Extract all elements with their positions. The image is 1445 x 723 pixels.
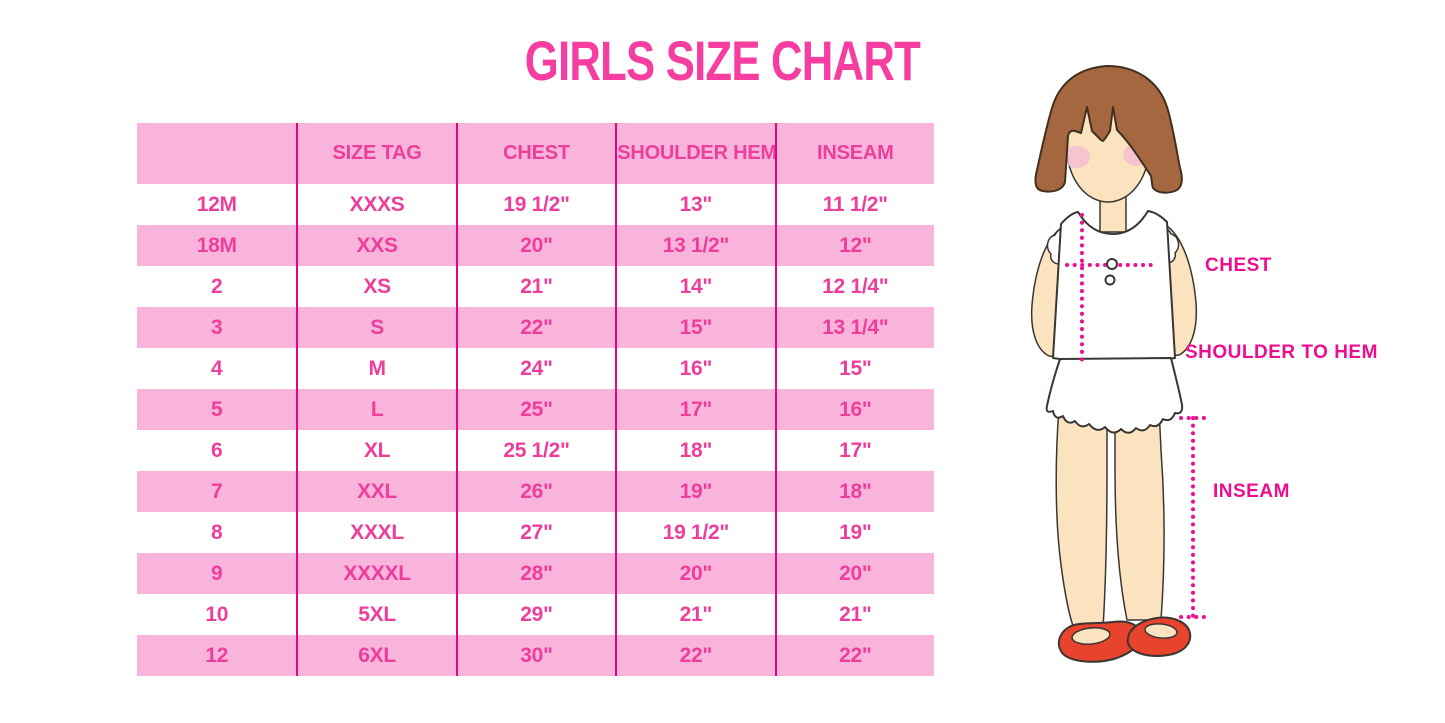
- table-cell: 6XL: [296, 635, 455, 676]
- girl-skirt: [1045, 357, 1184, 434]
- table-cell: 20": [615, 553, 774, 594]
- table-row: 2 XS 21" 14" 12 1/4": [137, 266, 934, 307]
- table-row: 12 6XL 30" 22" 22": [137, 635, 934, 676]
- table-cell: 12M: [196, 193, 237, 216]
- header-cell: SIZE TAG: [296, 123, 455, 184]
- table-cell: 18": [774, 471, 934, 512]
- table-cell: 19": [774, 512, 934, 553]
- shoe-opening-left: [1071, 627, 1111, 645]
- table-cell: 2: [211, 275, 223, 298]
- table-row: 9 XXXXL 28" 20" 20": [137, 553, 934, 594]
- table-cell: 14": [615, 266, 774, 307]
- table-cell: 25 1/2": [455, 430, 615, 471]
- table-cell: XS: [296, 266, 455, 307]
- girl-hair: [1034, 65, 1183, 194]
- table-cell: XXXS: [296, 184, 455, 225]
- table-cell: 22": [455, 307, 615, 348]
- table-cell: 27": [455, 512, 615, 553]
- table-cell: 30": [455, 635, 615, 676]
- table-cell: 20": [774, 553, 934, 594]
- table-row: 10 5XL 29" 21" 21": [137, 594, 934, 635]
- inseam-label: INSEAM: [1213, 481, 1290, 502]
- size-table: SIZE TAG CHEST SHOULDER HEM INSEAM 12M XXXS 19…: [137, 123, 934, 676]
- shoe-opening-right: [1144, 623, 1178, 639]
- table-cell: 24": [455, 348, 615, 389]
- table-cell: 10: [205, 603, 229, 626]
- table-cell: 5XL: [296, 594, 455, 635]
- table-cell: 21": [774, 594, 934, 635]
- table-cell: 19 1/2": [455, 184, 615, 225]
- table-row: 3 S 22" 15" 13 1/4": [137, 307, 934, 348]
- table-row: 4 M 24" 16" 15": [137, 348, 934, 389]
- table-cell: 26": [455, 471, 615, 512]
- table-cell: 17": [615, 389, 774, 430]
- table-cell: 22": [615, 635, 774, 676]
- header-cell: INSEAM: [774, 123, 934, 184]
- blush-left: [1064, 146, 1090, 168]
- table-cell: 18M: [196, 234, 237, 257]
- table-cell: 7: [211, 480, 223, 503]
- table-cell: 21": [615, 594, 774, 635]
- table-cell: 9: [211, 562, 223, 585]
- table-cell: 4: [211, 357, 223, 380]
- girl-measurement-figure: CHEST SHOULDER TO HEM INSEAM: [1015, 60, 1445, 723]
- table-cell: 19": [615, 471, 774, 512]
- girl-leg-left: [1055, 407, 1108, 629]
- table-cell: XXS: [296, 225, 455, 266]
- girl-leg-right: [1114, 407, 1165, 621]
- table-row: 12M XXXS 19 1/2" 13" 11 1/2": [137, 184, 934, 225]
- table-cell: 19 1/2": [615, 512, 774, 553]
- table-cell: XXXL: [296, 512, 455, 553]
- table-row: 18M XXS 20" 13 1/2" 12": [137, 225, 934, 266]
- table-cell: 15": [774, 348, 934, 389]
- table-cell: S: [296, 307, 455, 348]
- table-cell: M: [296, 348, 455, 389]
- table-cell: 12 1/4": [774, 266, 934, 307]
- table-cell: 21": [455, 266, 615, 307]
- table-cell: 18": [615, 430, 774, 471]
- table-cell: 8: [211, 521, 223, 544]
- table-row: 6 XL 25 1/2" 18" 17": [137, 430, 934, 471]
- table-row: 8 XXXL 27" 19 1/2" 19": [137, 512, 934, 553]
- table-cell: 3: [211, 316, 223, 339]
- header-cell: CHEST: [455, 123, 615, 184]
- table-cell: 15": [615, 307, 774, 348]
- shoulder-to-hem-label: SHOULDER TO HEM: [1185, 342, 1378, 363]
- table-row: 7 XXL 26" 19" 18": [137, 471, 934, 512]
- table-cell: 13": [615, 184, 774, 225]
- header-cell: SHOULDER HEM: [615, 123, 775, 184]
- chest-label: CHEST: [1205, 255, 1272, 276]
- girl-top: [1052, 210, 1176, 365]
- table-cell: 22": [774, 635, 934, 676]
- table-cell: XXL: [296, 471, 455, 512]
- table-cell: 12": [774, 225, 934, 266]
- table-cell: 13 1/4": [774, 307, 934, 348]
- table-cell: 13 1/2": [615, 225, 774, 266]
- table-row: 5 L 25" 17" 16": [137, 389, 934, 430]
- table-cell: 17": [774, 430, 934, 471]
- table-cell: 28": [455, 553, 615, 594]
- table-cell: XL: [296, 430, 455, 471]
- table-cell: 20": [455, 225, 615, 266]
- shirt-button-bottom: [1104, 274, 1116, 286]
- table-cell: 6: [211, 439, 223, 462]
- table-cell: 29": [455, 594, 615, 635]
- table-cell: 5: [211, 398, 223, 421]
- table-cell: 16": [774, 389, 934, 430]
- table-cell: 12: [205, 644, 229, 667]
- table-cell: 11 1/2": [774, 184, 934, 225]
- table-cell: L: [296, 389, 455, 430]
- shirt-button-top: [1106, 258, 1118, 270]
- header-cell: [137, 123, 296, 184]
- page-title: GIRLS SIZE CHART: [524, 29, 921, 92]
- table-header-row: SIZE TAG CHEST SHOULDER HEM INSEAM: [137, 123, 934, 184]
- table-cell: XXXXL: [296, 553, 455, 594]
- girl-illustration: CHEST SHOULDER TO HEM INSEAM: [1030, 65, 1378, 663]
- table-cell: 16": [615, 348, 774, 389]
- table-cell: 25": [455, 389, 615, 430]
